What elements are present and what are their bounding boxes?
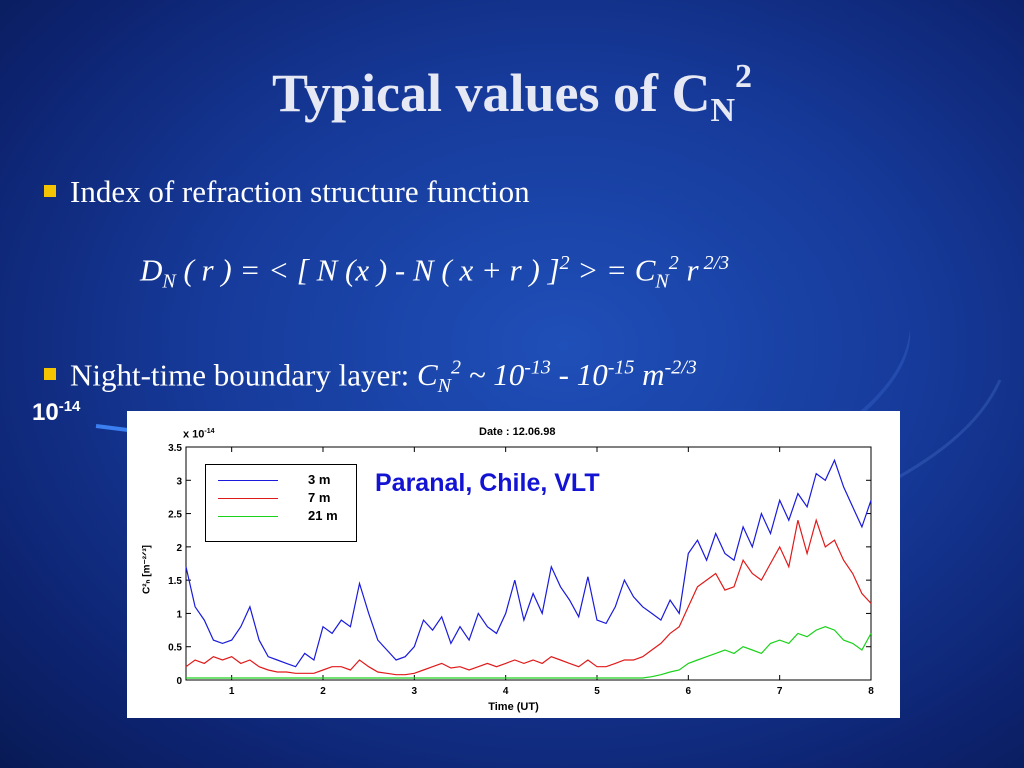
structure-function-equation: DN ( r ) = < [ N (x ) - N ( x + r ) ]2 >…: [140, 252, 730, 293]
series-line-7m: [185, 518, 872, 676]
y-tick-label: 2: [176, 543, 182, 554]
bullet-square-icon: [44, 185, 56, 197]
legend-swatch: [218, 498, 278, 499]
legend-swatch: [218, 516, 278, 517]
cn2-time-series-chart: 1 2 3 4 5 6 7 8 0 0.5 1 1.5 2 2.5 3 3.5 x 10-14 Date : …: [127, 411, 900, 718]
chart-plot-area: 1 2 3 4 5 6 7 8 0 0.5 1 1.5 2 2.5 3 3.5: [168, 443, 874, 697]
scale-callout-label: 10-14: [32, 398, 81, 426]
x-tick-label: 6: [686, 686, 692, 697]
y-tick-label: 3: [176, 476, 182, 487]
y-axis-label: C²ₙ [m⁻²ᐟ³]: [141, 544, 153, 595]
chart-annotation: Paranal, Chile, VLT: [375, 469, 600, 497]
y-tick-label: 1.5: [168, 576, 182, 587]
slide-title: Typical values of CN2: [271, 58, 753, 129]
x-tick-label: 1: [229, 686, 235, 697]
x-tick-label: 5: [594, 686, 600, 697]
x-tick-label: 4: [503, 686, 509, 697]
x-tick-label: 2: [320, 686, 326, 697]
y-scale-factor: x 10-14: [183, 428, 215, 441]
chart-title: Date : 12.06.98: [479, 426, 556, 438]
y-tick-label: 0: [176, 676, 182, 687]
series-line-3m: [185, 458, 872, 668]
x-axis-label: Time (UT): [488, 701, 539, 713]
y-tick-label: 1: [176, 609, 182, 620]
x-tick-label: 3: [412, 686, 418, 697]
legend-swatch: [218, 480, 278, 481]
x-tick-label: 8: [868, 686, 874, 697]
y-tick-label: 0.5: [168, 643, 182, 654]
x-tick-label: 7: [777, 686, 783, 697]
bullet-text: Index of refraction structure function: [70, 174, 530, 209]
bullet-night-time-boundary-layer: Night-time boundary layer: CN2 ~ 10-13 -…: [44, 357, 697, 399]
y-tick-label: 3.5: [168, 443, 182, 454]
bullet-square-icon: [44, 368, 56, 381]
bullet-index-of-refraction: Index of refraction structure function: [44, 174, 530, 210]
chart-legend: 3 m 7 m 21 m: [205, 464, 357, 542]
series-line-21m: [186, 626, 872, 679]
y-tick-label: 2.5: [168, 510, 182, 521]
plot-frame: [185, 446, 872, 681]
